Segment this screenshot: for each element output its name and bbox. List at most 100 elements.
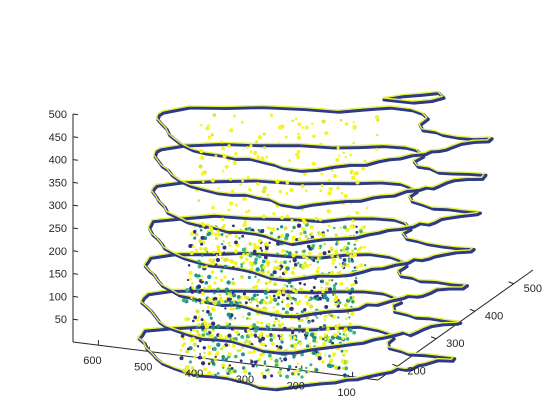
data-point: [296, 369, 300, 373]
data-point: [233, 330, 236, 333]
data-point: [352, 121, 355, 124]
data-point: [212, 300, 217, 305]
slice-outline-highlight: [143, 250, 467, 316]
data-point: [298, 330, 301, 333]
data-point: [260, 268, 265, 272]
data-point: [347, 214, 351, 218]
data-point: [323, 315, 327, 318]
data-point: [217, 187, 220, 190]
data-point: [203, 246, 208, 252]
data-point: [266, 193, 270, 197]
data-point: [232, 266, 235, 269]
data-point: [300, 318, 304, 323]
data-point: [207, 297, 211, 301]
data-point: [321, 119, 326, 124]
data-point: [256, 306, 259, 310]
data-point: [316, 260, 320, 264]
data-point: [295, 250, 298, 254]
data-point: [319, 142, 323, 146]
data-point: [182, 368, 187, 373]
data-point: [219, 347, 224, 351]
data-point: [337, 154, 341, 158]
data-point: [326, 229, 330, 232]
data-point: [309, 332, 315, 337]
data-point: [327, 178, 331, 182]
data-point: [221, 170, 225, 173]
data-point: [348, 328, 353, 333]
z-tick-mark: [72, 136, 79, 138]
data-point: [327, 335, 331, 339]
slice-outline: [153, 142, 488, 210]
data-point: [350, 283, 353, 287]
data-point: [274, 317, 278, 321]
data-point: [341, 337, 345, 340]
data-point: [326, 327, 330, 332]
data-point: [263, 255, 268, 260]
data-point: [268, 371, 271, 374]
data-point: [276, 252, 279, 256]
data-point: [349, 171, 353, 175]
slice-outline-highlight: [153, 141, 486, 207]
data-point: [201, 180, 205, 184]
data-point: [335, 242, 338, 246]
data-point: [242, 315, 245, 318]
data-point: [183, 342, 186, 346]
data-point: [292, 266, 296, 270]
data-point: [302, 172, 307, 176]
data-point: [263, 360, 267, 363]
data-point: [283, 260, 287, 265]
data-point: [273, 320, 276, 324]
data-point: [241, 352, 245, 357]
data-point: [342, 151, 345, 154]
data-point: [208, 331, 212, 335]
data-point: [253, 242, 257, 247]
data-point: [247, 316, 252, 321]
data-point: [314, 368, 319, 373]
data-point: [276, 227, 279, 231]
data-point: [351, 219, 355, 223]
data-point: [337, 316, 340, 319]
data-point: [227, 144, 231, 148]
data-point: [230, 366, 234, 370]
data-point: [312, 244, 316, 248]
data-point: [303, 308, 307, 312]
z-tick-mark: [72, 204, 79, 207]
data-point: [342, 262, 347, 266]
data-point: [246, 146, 249, 149]
data-point: [291, 330, 295, 335]
data-point: [239, 359, 243, 363]
data-point: [292, 258, 297, 263]
data-point: [206, 250, 209, 254]
data-point: [191, 336, 195, 341]
z-tick-label: 150: [49, 269, 67, 281]
data-point: [253, 360, 258, 364]
data-point: [202, 355, 206, 360]
data-point: [268, 280, 272, 284]
data-point: [274, 260, 278, 264]
data-point: [253, 245, 258, 250]
data-point: [331, 279, 334, 282]
data-point: [236, 295, 241, 299]
data-point: [212, 346, 217, 352]
data-point: [252, 285, 255, 289]
data-point: [228, 258, 232, 262]
data-point: [286, 296, 289, 300]
data-point: [293, 298, 297, 302]
data-point: [340, 191, 344, 195]
data-point: [224, 357, 228, 361]
slice-outline-highlight: [155, 104, 492, 170]
data-point: [293, 262, 298, 267]
data-point: [216, 232, 221, 237]
data-point: [269, 328, 272, 331]
data-point: [221, 146, 225, 151]
data-point: [241, 234, 245, 238]
data-point: [266, 226, 270, 230]
data-point: [323, 318, 327, 321]
data-point: [297, 132, 300, 136]
data-point: [318, 296, 322, 301]
data-point: [326, 209, 331, 214]
data-point: [232, 224, 235, 228]
data-point: [257, 278, 261, 282]
data-point: [199, 123, 203, 127]
